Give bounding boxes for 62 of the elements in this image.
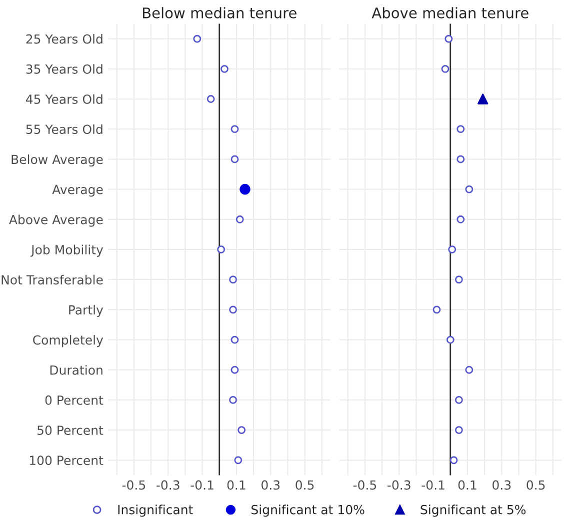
x-tick-label: 0.5	[526, 480, 545, 490]
point	[454, 396, 463, 404]
y-tick-label: 50 Percent	[38, 426, 104, 435]
point	[217, 246, 226, 254]
y-tick-label: Completely	[33, 335, 104, 348]
y-tick-label: 45 Years Old	[26, 94, 102, 104]
x-tick-label: 0.1	[227, 480, 246, 490]
x-tick-label: -0.1	[190, 480, 214, 490]
y-tick-label: Partly	[69, 304, 104, 318]
point	[456, 215, 465, 224]
y-tick-label: 55 Years Old	[26, 124, 102, 134]
point	[456, 125, 465, 134]
point	[465, 185, 474, 194]
point	[450, 456, 458, 464]
legend-label: Significant at 10%	[252, 504, 364, 517]
chart-title: Above median tenure	[372, 7, 528, 18]
point	[229, 276, 237, 284]
point	[432, 306, 441, 314]
x-tick-label: -0.1	[422, 480, 444, 490]
chart-title: Below median tenure	[142, 7, 296, 18]
point	[230, 125, 239, 134]
point	[448, 246, 456, 254]
point	[229, 306, 237, 314]
point	[229, 396, 237, 404]
point	[441, 64, 450, 73]
point	[477, 94, 488, 104]
point	[230, 155, 239, 164]
point	[240, 184, 250, 195]
point	[193, 34, 202, 43]
y-tick-label: 35 Years Old	[26, 64, 102, 74]
point	[454, 276, 463, 284]
point	[444, 34, 453, 43]
x-tick-label: 0.1	[458, 480, 476, 490]
point	[454, 426, 463, 434]
point	[456, 155, 465, 164]
x-tick-label: -0.3	[388, 480, 410, 490]
point	[230, 366, 239, 374]
x-tick-label: 0.3	[492, 480, 511, 490]
x-tick-label: -0.5	[353, 480, 376, 490]
x-tick-label: 0.5	[296, 480, 314, 490]
point	[236, 215, 244, 224]
y-tick-label: 25 Years Old	[26, 34, 102, 44]
y-tick-label: Job Mobility	[30, 244, 104, 257]
point	[220, 64, 228, 73]
point	[446, 336, 454, 344]
y-tick-label: Not Transferable	[2, 274, 103, 285]
y-tick-label: Below Average	[12, 154, 103, 167]
legend-label: Insignificant	[118, 504, 193, 517]
y-tick-label: 0 Percent	[45, 395, 104, 405]
point	[465, 366, 474, 374]
y-tick-label: Above Average	[9, 214, 103, 227]
point	[206, 95, 215, 103]
y-tick-label: 100 Percent	[30, 456, 104, 466]
x-tick-label: -0.3	[156, 480, 180, 490]
x-tick-label: -0.5	[122, 480, 146, 490]
y-tick-label: Average	[52, 184, 103, 197]
point	[230, 336, 239, 344]
legend-label: Significant at 5%	[420, 504, 526, 517]
y-tick-label: Duration	[50, 365, 102, 375]
x-tick-label: 0.3	[262, 480, 280, 490]
point	[234, 456, 242, 464]
point	[238, 426, 246, 434]
